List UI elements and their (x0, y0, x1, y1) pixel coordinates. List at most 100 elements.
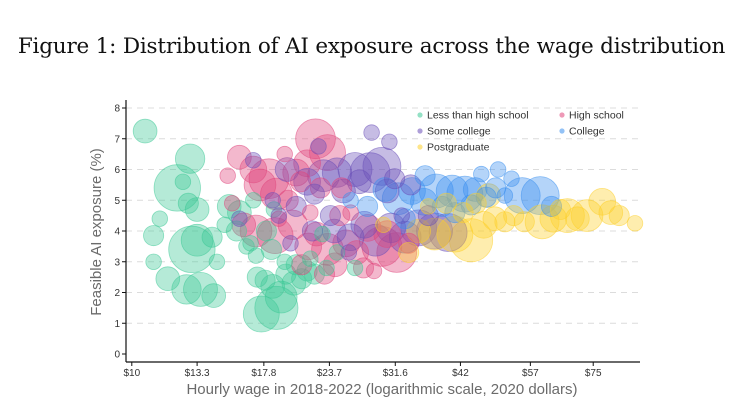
bubble-some-college (381, 133, 398, 151)
bubble-college (503, 170, 520, 187)
bubble-some-college (346, 169, 372, 195)
bubble-postgraduate (513, 211, 535, 233)
bubble-some-college (307, 159, 340, 193)
y-tick-label: 3 (114, 257, 120, 268)
legend-marker (559, 128, 565, 134)
bubble-less-than-high-school (183, 271, 218, 307)
bubble-less-than-high-school (132, 118, 158, 144)
bubble-some-college (310, 138, 327, 155)
bubble-postgraduate (549, 198, 571, 220)
legend-marker (417, 112, 423, 118)
x-tick-label: $31.6 (383, 368, 408, 379)
bubble-some-college (264, 192, 281, 209)
bubble-college (410, 188, 438, 216)
bubble-less-than-high-school (255, 220, 277, 242)
bubble-postgraduate (375, 216, 392, 234)
bubble-less-than-high-school (155, 266, 181, 292)
bubble-some-college (231, 210, 248, 227)
bubble-postgraduate (418, 217, 451, 251)
bubble-postgraduate (608, 205, 630, 227)
bubble-college (381, 182, 415, 216)
bubble-some-college (282, 235, 299, 252)
y-tick-label: 0 (114, 350, 120, 361)
bubble-high-school (365, 262, 383, 280)
y-tick-label: 5 (114, 196, 120, 207)
bubble-less-than-high-school (302, 250, 319, 267)
figure-title: Figure 1: Distribution of AI exposure ac… (17, 34, 726, 59)
bubble-postgraduate (398, 241, 420, 263)
bubble-postgraduate (494, 211, 516, 233)
bubble-some-college (303, 183, 325, 205)
gridlines (126, 107, 640, 324)
y-tick-label: 7 (114, 134, 120, 145)
bubble-high-school (294, 232, 323, 261)
legend: Less than high school High school Some col… (417, 110, 624, 154)
bubble-some-college (384, 168, 406, 190)
bubble-some-college (350, 211, 379, 239)
bubble-high-school (277, 209, 308, 240)
bubble-high-school (260, 177, 293, 211)
legend-label: Postgraduate (427, 142, 490, 154)
legend-item: Some college (417, 126, 491, 138)
x-tick-label: $23.7 (317, 368, 342, 379)
legend-item: College (559, 126, 605, 138)
bubble-high-school (276, 145, 293, 163)
bubble-some-college (362, 146, 402, 186)
bubble-high-school (329, 205, 351, 227)
bubble-some-college (301, 220, 323, 242)
bubble-postgraduate (435, 192, 457, 214)
legend-label: College (569, 126, 605, 138)
bubble-postgraduate (503, 205, 525, 227)
bubble-some-college (270, 207, 288, 224)
bubble-less-than-high-school (216, 216, 233, 234)
bubble-high-school (239, 155, 268, 184)
bubble-college (541, 195, 563, 217)
bubble-less-than-high-school (168, 225, 216, 273)
bubble-high-school (309, 134, 346, 172)
bubble-high-school (219, 167, 236, 184)
legend-marker (417, 128, 423, 134)
bubble-postgraduate (565, 206, 590, 232)
x-tick-label: $75 (585, 368, 602, 379)
bubble-postgraduate (570, 199, 604, 232)
bubble-college (342, 192, 359, 209)
bubble-less-than-high-school (264, 280, 298, 314)
y-tick-label: 1 (114, 319, 120, 330)
legend-marker (417, 144, 423, 150)
bubble-high-school (302, 204, 319, 221)
bubble-high-school (313, 263, 335, 285)
bubble-college (398, 177, 426, 205)
bubble-less-than-high-school (247, 247, 265, 264)
bubble-some-college (293, 168, 321, 196)
bubble-college (496, 187, 514, 204)
y-tick-label: 4 (114, 227, 120, 238)
bubbles (132, 118, 644, 333)
x-tick-label: $13.3 (185, 368, 210, 379)
bubble-less-than-high-school (180, 223, 214, 257)
legend-label: High school (569, 110, 624, 122)
bubble-college (414, 165, 436, 187)
bubble-some-college (245, 152, 262, 169)
bubble-high-school (331, 177, 353, 199)
bubble-less-than-high-school (318, 259, 335, 277)
bubble-less-than-high-school (175, 143, 206, 174)
x-ticks: $10 $13.3 $17.8 $23.7 $31.6 $42 $57 $75 (123, 362, 602, 379)
legend-label: Some college (427, 126, 491, 138)
x-tick-label: $17.8 (251, 368, 276, 379)
bubble-some-college (374, 178, 400, 204)
bubble-less-than-high-school (174, 173, 192, 191)
bubble-postgraduate (469, 211, 498, 239)
bubble-less-than-high-school (201, 283, 227, 308)
bubble-high-school (309, 177, 331, 199)
bubble-high-school (227, 144, 252, 170)
legend-item: High school (559, 110, 624, 122)
y-tick-label: 2 (114, 288, 120, 299)
bubble-less-than-high-school (254, 269, 276, 291)
x-tick-label: $57 (522, 368, 539, 379)
legend-label: Less than high school (427, 110, 529, 122)
bubble-postgraduate (420, 198, 437, 215)
bubble-some-college (319, 205, 341, 227)
bubble-college (431, 195, 453, 217)
bubble-less-than-high-school (242, 235, 259, 252)
bubble-less-than-high-school (151, 210, 169, 227)
